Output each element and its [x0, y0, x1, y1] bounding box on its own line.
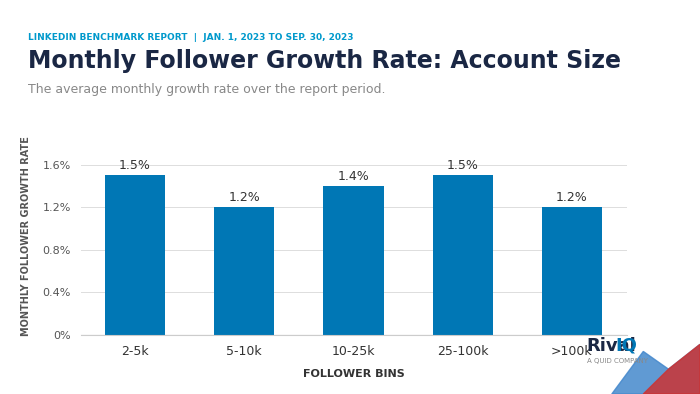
Text: Monthly Follower Growth Rate: Account Size: Monthly Follower Growth Rate: Account Si… [28, 49, 621, 73]
Text: 1.2%: 1.2% [556, 191, 588, 204]
Text: 1.5%: 1.5% [119, 159, 151, 172]
Text: The average monthly growth rate over the report period.: The average monthly growth rate over the… [28, 83, 386, 96]
Bar [542, 207, 602, 335]
Text: Rival: Rival [587, 336, 636, 355]
Text: 1.2%: 1.2% [228, 191, 260, 204]
Bar [214, 207, 274, 335]
Text: 1.5%: 1.5% [447, 159, 479, 172]
X-axis label: FOLLOWER BINS: FOLLOWER BINS [302, 369, 405, 379]
Text: IQ: IQ [615, 336, 637, 355]
Bar [323, 186, 384, 335]
Text: LINKEDIN BENCHMARK REPORT  |  JAN. 1, 2023 TO SEP. 30, 2023: LINKEDIN BENCHMARK REPORT | JAN. 1, 2023… [28, 33, 354, 43]
Y-axis label: MONTHLY FOLLOWER GROWTH RATE: MONTHLY FOLLOWER GROWTH RATE [21, 136, 32, 336]
Text: 1.4%: 1.4% [337, 170, 370, 183]
Bar [433, 175, 493, 335]
Polygon shape [612, 344, 700, 394]
Text: A QUID COMPANY: A QUID COMPANY [587, 359, 648, 364]
Polygon shape [643, 344, 700, 394]
Bar [105, 175, 165, 335]
